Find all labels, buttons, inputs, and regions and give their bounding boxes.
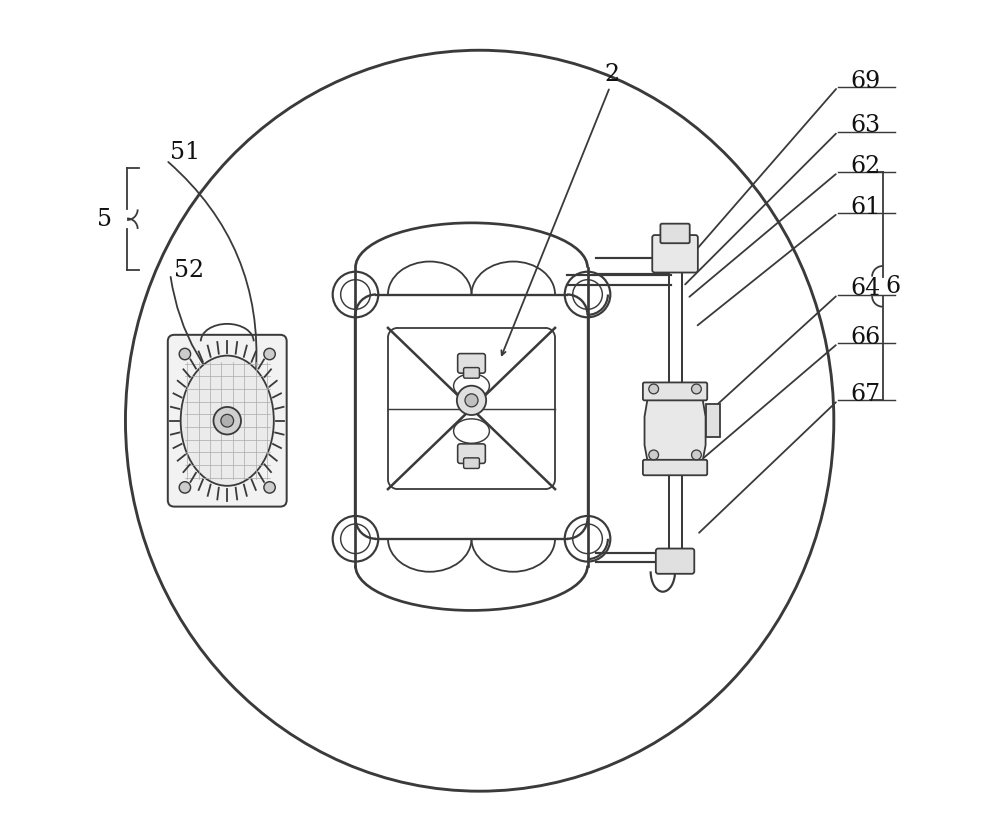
Circle shape bbox=[179, 348, 191, 359]
Circle shape bbox=[213, 407, 241, 435]
Circle shape bbox=[221, 414, 234, 427]
Circle shape bbox=[179, 482, 191, 493]
FancyBboxPatch shape bbox=[643, 460, 707, 475]
FancyBboxPatch shape bbox=[458, 444, 485, 463]
Polygon shape bbox=[645, 399, 706, 462]
FancyBboxPatch shape bbox=[643, 382, 707, 400]
Text: 64: 64 bbox=[850, 277, 880, 301]
Text: 51: 51 bbox=[170, 141, 200, 163]
Text: 63: 63 bbox=[850, 114, 880, 137]
Text: 6: 6 bbox=[885, 275, 900, 298]
Circle shape bbox=[649, 450, 659, 460]
Text: 61: 61 bbox=[850, 196, 880, 219]
Bar bbox=[706, 404, 720, 437]
Text: 52: 52 bbox=[174, 259, 204, 282]
FancyBboxPatch shape bbox=[464, 368, 479, 378]
Circle shape bbox=[649, 384, 659, 394]
Circle shape bbox=[692, 450, 701, 460]
Ellipse shape bbox=[181, 355, 274, 486]
Text: 69: 69 bbox=[850, 69, 880, 92]
FancyBboxPatch shape bbox=[464, 458, 479, 468]
FancyBboxPatch shape bbox=[458, 354, 485, 373]
Text: 2: 2 bbox=[605, 63, 620, 86]
Text: 62: 62 bbox=[850, 155, 880, 178]
Circle shape bbox=[692, 384, 701, 394]
Circle shape bbox=[457, 386, 486, 415]
Text: 67: 67 bbox=[850, 383, 880, 406]
Circle shape bbox=[264, 348, 275, 359]
FancyBboxPatch shape bbox=[656, 548, 694, 574]
Circle shape bbox=[264, 482, 275, 493]
FancyBboxPatch shape bbox=[168, 335, 287, 507]
FancyBboxPatch shape bbox=[652, 235, 698, 273]
Text: 5: 5 bbox=[97, 208, 112, 230]
Text: 66: 66 bbox=[850, 326, 880, 349]
FancyBboxPatch shape bbox=[660, 224, 690, 243]
Circle shape bbox=[465, 394, 478, 407]
